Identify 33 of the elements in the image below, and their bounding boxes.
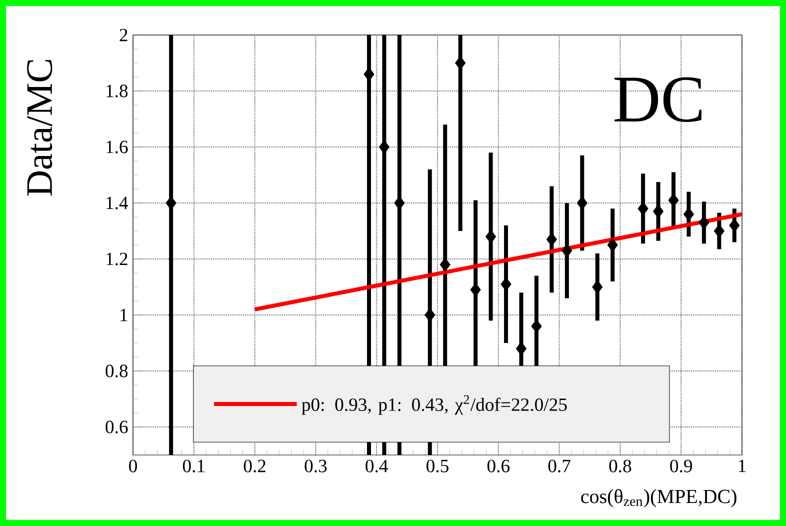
x-tick-label: 0.2: [244, 460, 266, 472]
x-tick-label: 0.8: [609, 460, 632, 472]
x-tick-label: 0.5: [426, 460, 448, 472]
y-axis-title: Data/MC: [27, 60, 52, 196]
point: [424, 308, 436, 322]
y-tick-label: 1.6: [106, 140, 128, 154]
x-tick-label: 0.4: [366, 460, 388, 472]
point: [455, 56, 466, 70]
y-tick-label: 0.6: [106, 420, 128, 434]
legend-label: p0: 0.93, p1: 0.43, χ$^{2}$/dof=22.0/25: [302, 395, 567, 415]
x-tick-label: 0.7: [548, 460, 570, 472]
x-tick-label: 0.1: [182, 460, 204, 472]
point: [592, 280, 603, 294]
point: [394, 196, 405, 210]
y-tick-label: 1: [120, 308, 128, 322]
x-tick-label: 0.9: [670, 460, 692, 472]
point: [166, 196, 176, 210]
x-tick-label: 0.6: [487, 460, 510, 472]
point: [576, 196, 588, 210]
point: [607, 238, 618, 252]
x-tick-label: 1: [738, 460, 746, 472]
annotation: DC: [614, 77, 702, 122]
x-tick-label: 0: [129, 460, 137, 472]
y-tick-label: 0.8: [106, 364, 128, 378]
point: [714, 224, 724, 238]
x-axis-title: cos(θ$_{zen}$)(MPE,DC): [581, 489, 736, 508]
point: [440, 258, 450, 272]
y-tick-label: 1.8: [106, 84, 128, 98]
x-tick-label: 0.3: [304, 460, 327, 472]
y-tick-label: 1.4: [106, 196, 128, 210]
y-tick-label: 2: [120, 28, 128, 42]
point: [378, 140, 390, 154]
y-tick-label: 1.2: [106, 252, 128, 266]
